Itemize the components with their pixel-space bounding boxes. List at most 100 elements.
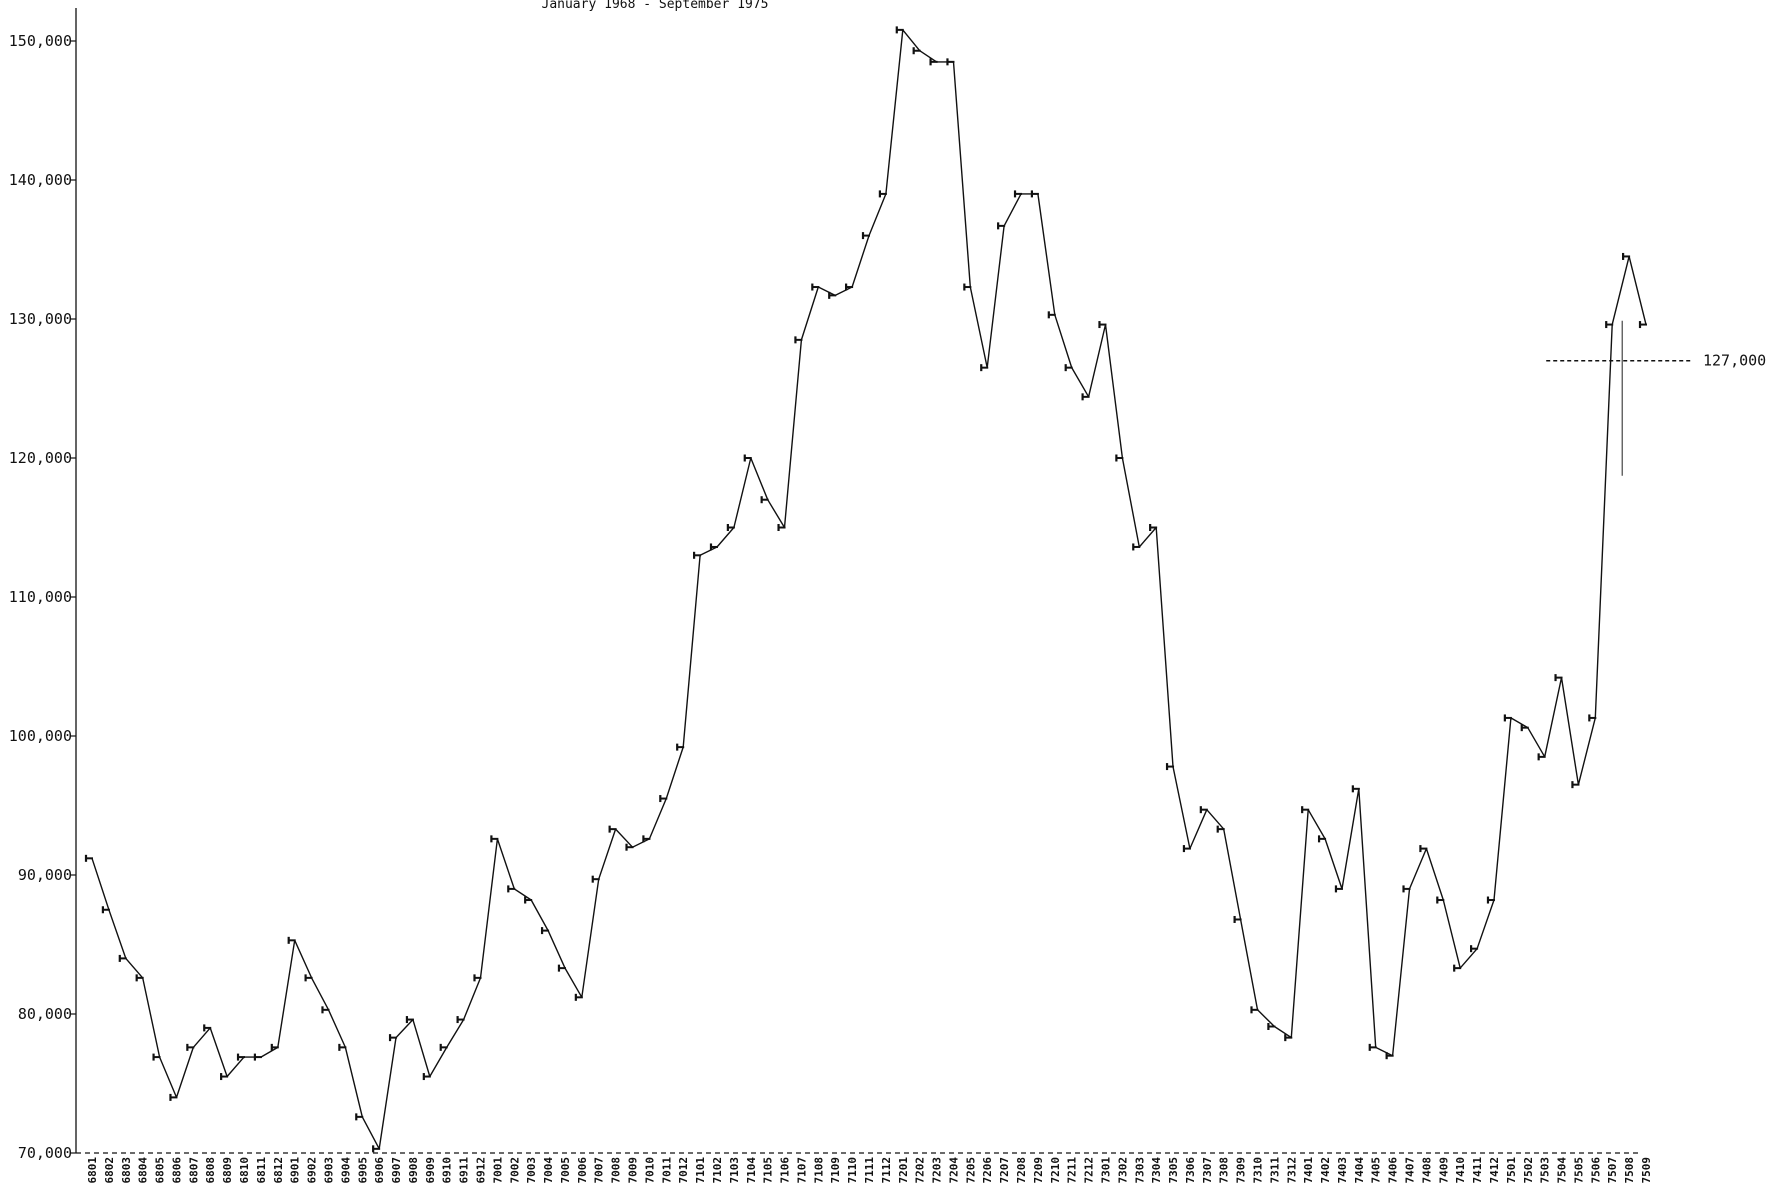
- x-tick-label: 7106: [779, 1157, 792, 1184]
- x-tick-label: 7101: [694, 1157, 707, 1184]
- data-point: [1368, 1043, 1377, 1051]
- x-tick-label: 7410: [1454, 1157, 1467, 1184]
- data-point: [152, 1053, 161, 1061]
- x-tick-label: 7211: [1066, 1157, 1079, 1184]
- data-point: [1554, 674, 1563, 682]
- chart-subtitle: January 1968 - September 1975: [542, 0, 769, 12]
- data-point: [1250, 1006, 1259, 1014]
- data-point: [1284, 1034, 1293, 1042]
- x-tick-label: 7109: [829, 1157, 842, 1184]
- data-point: [1638, 321, 1647, 329]
- data-point: [1233, 915, 1242, 923]
- data-point: [1081, 393, 1090, 401]
- x-tick-label: 6903: [322, 1157, 335, 1184]
- x-tick-label: 7506: [1589, 1157, 1602, 1184]
- x-tick-label: 7007: [593, 1157, 606, 1184]
- x-tick-label: 7302: [1116, 1157, 1129, 1184]
- x-tick-label: 7204: [947, 1157, 960, 1184]
- data-point: [135, 974, 144, 982]
- data-point: [726, 524, 735, 531]
- data-point: [1199, 806, 1208, 814]
- x-tick-label: 6801: [86, 1157, 99, 1184]
- data-point: [1317, 835, 1327, 843]
- data-point: [980, 364, 989, 372]
- data-point: [1182, 845, 1191, 853]
- data-point: [608, 825, 617, 833]
- data-point: [828, 291, 837, 299]
- x-tick-label: 7502: [1522, 1157, 1535, 1184]
- x-tick-label: 7508: [1623, 1157, 1636, 1184]
- data-point: [1267, 1023, 1276, 1031]
- x-tick-label: 6912: [475, 1157, 488, 1184]
- x-tick-label: 7105: [762, 1157, 775, 1184]
- x-tick-label: 7111: [863, 1157, 876, 1184]
- x-tick-label: 7401: [1302, 1157, 1315, 1184]
- data-point: [1115, 454, 1124, 462]
- data-point: [878, 190, 887, 198]
- data-point: [997, 222, 1006, 230]
- x-tick-label: 7503: [1539, 1157, 1552, 1184]
- data-point: [203, 1024, 212, 1032]
- x-tick-label: 7005: [559, 1157, 572, 1184]
- x-tick-label: 7205: [964, 1157, 977, 1184]
- data-point: [676, 743, 685, 751]
- y-tick-label: 120,000: [9, 449, 72, 467]
- x-tick-label: 7402: [1319, 1157, 1332, 1184]
- data-point: [101, 906, 110, 914]
- data-point: [321, 1006, 330, 1014]
- data-point: [355, 1113, 364, 1121]
- y-tick-label: 150,000: [9, 32, 72, 50]
- series-line: [91, 29, 1647, 1150]
- x-tick-label: 7202: [914, 1157, 927, 1184]
- data-point: [253, 1053, 262, 1061]
- x-tick-label: 7203: [931, 1157, 944, 1184]
- x-tick-label: 7404: [1353, 1157, 1366, 1184]
- x-tick-label: 7208: [1015, 1157, 1028, 1184]
- x-tick-label: 6808: [204, 1157, 217, 1184]
- data-point: [1013, 190, 1023, 198]
- data-point: [1503, 714, 1512, 722]
- data-point: [372, 1145, 381, 1153]
- x-tick-label: 7012: [677, 1157, 690, 1184]
- data-point: [186, 1043, 195, 1051]
- x-tick-label: 7408: [1420, 1157, 1433, 1184]
- x-tick-label: 7509: [1640, 1157, 1653, 1184]
- x-tick-label: 7011: [660, 1157, 673, 1184]
- x-tick-label: 7308: [1218, 1157, 1231, 1184]
- data-point: [845, 283, 854, 291]
- x-tick-label: 7409: [1437, 1157, 1450, 1184]
- data-point: [524, 896, 533, 904]
- data-point: [1132, 543, 1141, 551]
- x-tick-label: 7406: [1387, 1157, 1400, 1184]
- data-point: [220, 1073, 229, 1081]
- data-point: [1469, 945, 1479, 953]
- x-tick-label: 7102: [711, 1157, 724, 1184]
- data-point: [692, 551, 702, 559]
- x-tick-label: 7103: [728, 1157, 741, 1184]
- data-point: [1520, 724, 1529, 732]
- x-tick-label: 7009: [627, 1157, 640, 1184]
- data-point: [709, 543, 718, 551]
- data-point: [760, 496, 769, 504]
- y-tick-label: 110,000: [9, 588, 72, 606]
- x-tick-label: 7004: [542, 1157, 555, 1184]
- x-tick-label: 7010: [643, 1157, 656, 1184]
- data-point: [1301, 806, 1310, 814]
- data-point: [490, 835, 499, 843]
- data-point: [1047, 311, 1056, 319]
- data-point: [388, 1034, 398, 1042]
- data-point: [1622, 252, 1631, 260]
- data-point: [659, 795, 668, 803]
- data-point: [743, 454, 752, 462]
- data-point: [540, 927, 550, 935]
- y-tick-label: 70,000: [18, 1144, 72, 1162]
- x-tick-label: 7504: [1556, 1157, 1569, 1184]
- data-points: [84, 26, 1647, 1153]
- data-point: [507, 885, 516, 893]
- x-tick-label: 7003: [525, 1157, 538, 1184]
- x-tick-label: 6908: [407, 1157, 420, 1184]
- x-tick-label: 7207: [998, 1157, 1011, 1184]
- data-point: [1098, 321, 1107, 329]
- x-tick-label: 7301: [1099, 1157, 1112, 1184]
